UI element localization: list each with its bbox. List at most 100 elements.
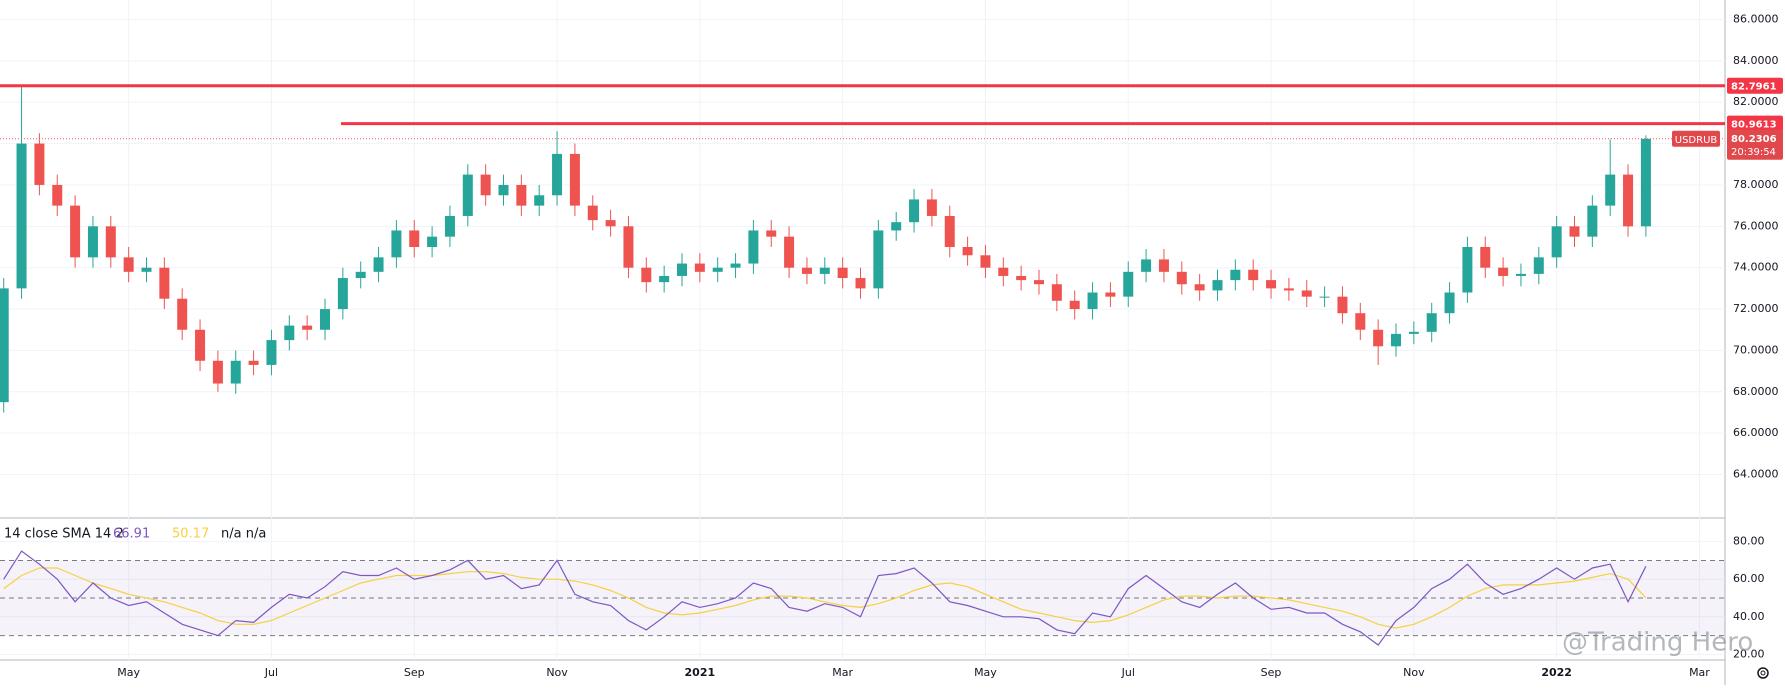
candle-body — [409, 230, 420, 248]
x-tick-label: Jul — [264, 666, 278, 679]
candle-body — [1105, 292, 1116, 297]
y-tick-label: 80.00 — [1733, 535, 1765, 548]
candle-body — [1426, 313, 1437, 332]
candle-body — [1551, 226, 1562, 258]
y-tick-label: 64.0000 — [1733, 468, 1779, 481]
x-tick-label: Jul — [1121, 666, 1135, 679]
candle-body — [1248, 269, 1259, 281]
candle-body — [0, 288, 9, 403]
indicator-value: 66.91 — [113, 527, 150, 542]
watermark: @Trading Hero — [1562, 628, 1753, 658]
candle-body — [801, 267, 812, 274]
candle-body — [123, 257, 134, 272]
candle-body — [1034, 280, 1044, 285]
candle-body — [391, 230, 402, 258]
candle-body — [712, 267, 723, 272]
countdown: 20:39:54 — [1731, 147, 1776, 158]
candle-body — [909, 199, 920, 223]
candle-body — [1355, 313, 1366, 330]
x-tick-label: May — [974, 666, 997, 679]
last-price-tag — [1727, 129, 1783, 160]
candle-body — [320, 309, 330, 330]
candle-body — [52, 184, 63, 206]
candle-body — [1051, 284, 1062, 301]
candle-body — [16, 143, 27, 289]
symbol-label: USDRUB — [1675, 135, 1718, 146]
x-tick-label: May — [117, 666, 140, 679]
level-label: 80.9613 — [1731, 120, 1777, 131]
candle-body — [1605, 174, 1616, 206]
candle-body — [266, 340, 277, 365]
candle-body — [1587, 205, 1598, 237]
candle-body — [1158, 259, 1169, 272]
candle-body — [337, 278, 348, 310]
candle-body — [766, 230, 777, 237]
candle-body — [659, 275, 670, 283]
candle-body — [730, 263, 741, 268]
candle-body — [141, 267, 152, 272]
candle-body — [1212, 280, 1223, 291]
rsi-band-fill — [0, 560, 1725, 636]
candle-body — [641, 267, 652, 283]
candle-body — [1640, 138, 1651, 227]
x-tick-label: Mar — [832, 666, 853, 679]
candle-body — [980, 255, 991, 268]
candle-body — [1515, 273, 1526, 276]
y-tick-label: 78.0000 — [1733, 178, 1779, 191]
level-tag — [1727, 77, 1783, 94]
candle-body — [534, 195, 545, 206]
y-tick-label: 66.0000 — [1733, 426, 1779, 439]
candle-body — [462, 174, 473, 216]
candle-body — [605, 220, 616, 227]
y-tick-label: 20.00 — [1733, 647, 1765, 660]
candle-body — [1462, 247, 1473, 293]
level-label: 82.7961 — [1731, 82, 1777, 93]
candle-body — [1337, 296, 1348, 314]
candle-body — [891, 222, 902, 231]
candle-body — [1373, 329, 1384, 347]
y-tick-label: 84.0000 — [1733, 54, 1779, 67]
x-tick-label: Mar — [1689, 666, 1710, 679]
candle-body — [1569, 226, 1580, 237]
x-tick-label: 2021 — [685, 666, 716, 679]
candle-body — [284, 325, 295, 341]
candle-body — [677, 263, 687, 276]
candle-body — [1194, 284, 1205, 291]
candle-body — [1498, 267, 1509, 276]
settings-icon[interactable] — [1757, 667, 1769, 679]
x-tick-label: Sep — [1261, 666, 1282, 679]
candle-body — [427, 236, 438, 248]
last-price-label: 80.2306 — [1731, 134, 1777, 145]
candle-body — [1408, 331, 1419, 334]
x-tick-label: Sep — [404, 666, 425, 679]
candle-body — [623, 226, 634, 268]
candle-body — [1319, 296, 1330, 298]
x-tick-label: Nov — [546, 666, 568, 679]
y-tick-label: 68.0000 — [1733, 385, 1779, 398]
candle-body — [552, 153, 563, 196]
candle-body — [1283, 288, 1294, 291]
candle-body — [1087, 292, 1098, 310]
candle-body — [1301, 290, 1312, 297]
candle-body — [177, 298, 188, 330]
candle-body — [516, 184, 527, 206]
candle-body — [480, 174, 491, 196]
candle-body — [1444, 292, 1455, 314]
candle-body — [1016, 275, 1027, 281]
y-tick-label: 82.0000 — [1733, 95, 1779, 108]
candle-body — [1391, 333, 1401, 347]
candle-body — [212, 360, 223, 384]
candle-body — [195, 329, 206, 361]
symbol-tag — [1672, 130, 1720, 147]
candle-body — [1533, 257, 1544, 274]
candle-body — [444, 215, 455, 237]
candle-body — [87, 226, 98, 258]
candle-body — [873, 230, 884, 289]
rsi-line — [3, 550, 1647, 646]
candle-body — [855, 278, 866, 289]
candle-body — [962, 247, 973, 256]
indicator-value: 50.17 — [172, 527, 209, 542]
y-tick-label: 76.0000 — [1733, 219, 1779, 232]
